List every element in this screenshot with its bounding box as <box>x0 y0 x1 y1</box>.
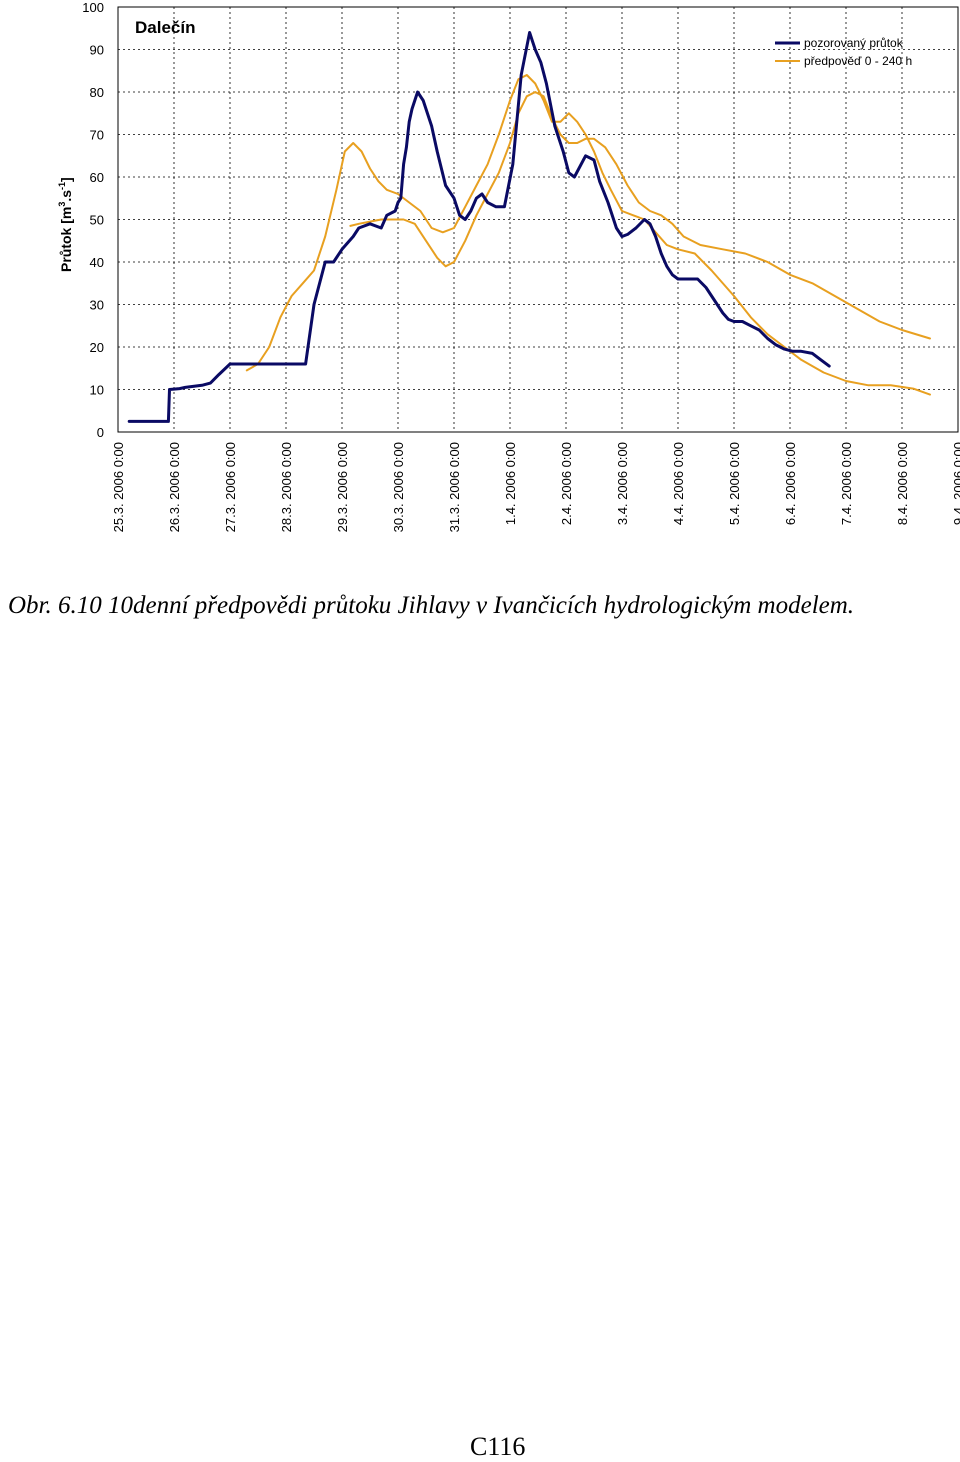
series-line-forecast <box>245 74 931 396</box>
y-tick-label: 50 <box>90 213 104 228</box>
x-tick-label: 26.3. 2006 0:00 <box>167 442 182 532</box>
y-tick-label: 90 <box>90 43 104 58</box>
x-tick-label: 5.4. 2006 0:00 <box>727 442 742 525</box>
y-tick-label: 30 <box>90 298 104 313</box>
y-tick-label: 80 <box>90 85 104 100</box>
legend: pozorovaný průtok předpověď 0 - 240 h <box>775 36 912 68</box>
x-tick-label: 29.3. 2006 0:00 <box>335 442 350 532</box>
chart-title: Dalečín <box>135 18 195 37</box>
x-tick-label: 30.3. 2006 0:00 <box>391 442 406 532</box>
y-tick-label: 100 <box>82 0 104 15</box>
x-tick-label: 4.4. 2006 0:00 <box>671 442 686 525</box>
y-tick-labels: 0 10 20 30 40 50 60 70 80 90 100 <box>82 0 104 440</box>
x-tick-label: 27.3. 2006 0:00 <box>223 442 238 532</box>
y-tick-label: 10 <box>90 383 104 398</box>
y-tick-label: 0 <box>97 425 104 440</box>
series-line-observed <box>127 31 831 423</box>
plot-area-border <box>117 6 959 433</box>
x-tick-label: 8.4. 2006 0:00 <box>895 442 910 525</box>
x-tick-label: 7.4. 2006 0:00 <box>839 442 854 525</box>
legend-label-forecast: předpověď 0 - 240 h <box>804 54 912 68</box>
y-tick-label: 70 <box>90 128 104 143</box>
figure-caption: Obr. 6.10 10denní předpovědi průtoku Jih… <box>8 592 855 619</box>
chart-series <box>127 31 931 423</box>
chart-gridlines <box>118 7 959 432</box>
x-tick-label: 2.4. 2006 0:00 <box>559 442 574 525</box>
series-line-forecast <box>349 91 931 340</box>
x-tick-label: 31.3. 2006 0:00 <box>447 442 462 532</box>
x-tick-label: 9.4. 2006 0:00 <box>951 442 960 525</box>
x-tick-label: 3.4. 2006 0:00 <box>615 442 630 525</box>
y-tick-label: 60 <box>90 170 104 185</box>
x-tick-labels: 25.3. 2006 0:00 26.3. 2006 0:00 27.3. 2006… <box>111 442 960 532</box>
chart: 0 10 20 30 40 50 60 70 80 90 100 25.3. 2006 0:00 26… <box>57 0 960 532</box>
page-number: C116 <box>470 1432 526 1461</box>
y-tick-label: 40 <box>90 255 104 270</box>
x-tick-label: 25.3. 2006 0:00 <box>111 442 126 532</box>
y-axis-label: Průtok [m3.s-1] <box>57 177 74 272</box>
x-tick-label: 1.4. 2006 0:00 <box>503 442 518 525</box>
x-tick-label: 28.3. 2006 0:00 <box>279 442 294 532</box>
x-tick-label: 6.4. 2006 0:00 <box>783 442 798 525</box>
legend-label-observed: pozorovaný průtok <box>804 36 904 50</box>
y-tick-label: 20 <box>90 340 104 355</box>
